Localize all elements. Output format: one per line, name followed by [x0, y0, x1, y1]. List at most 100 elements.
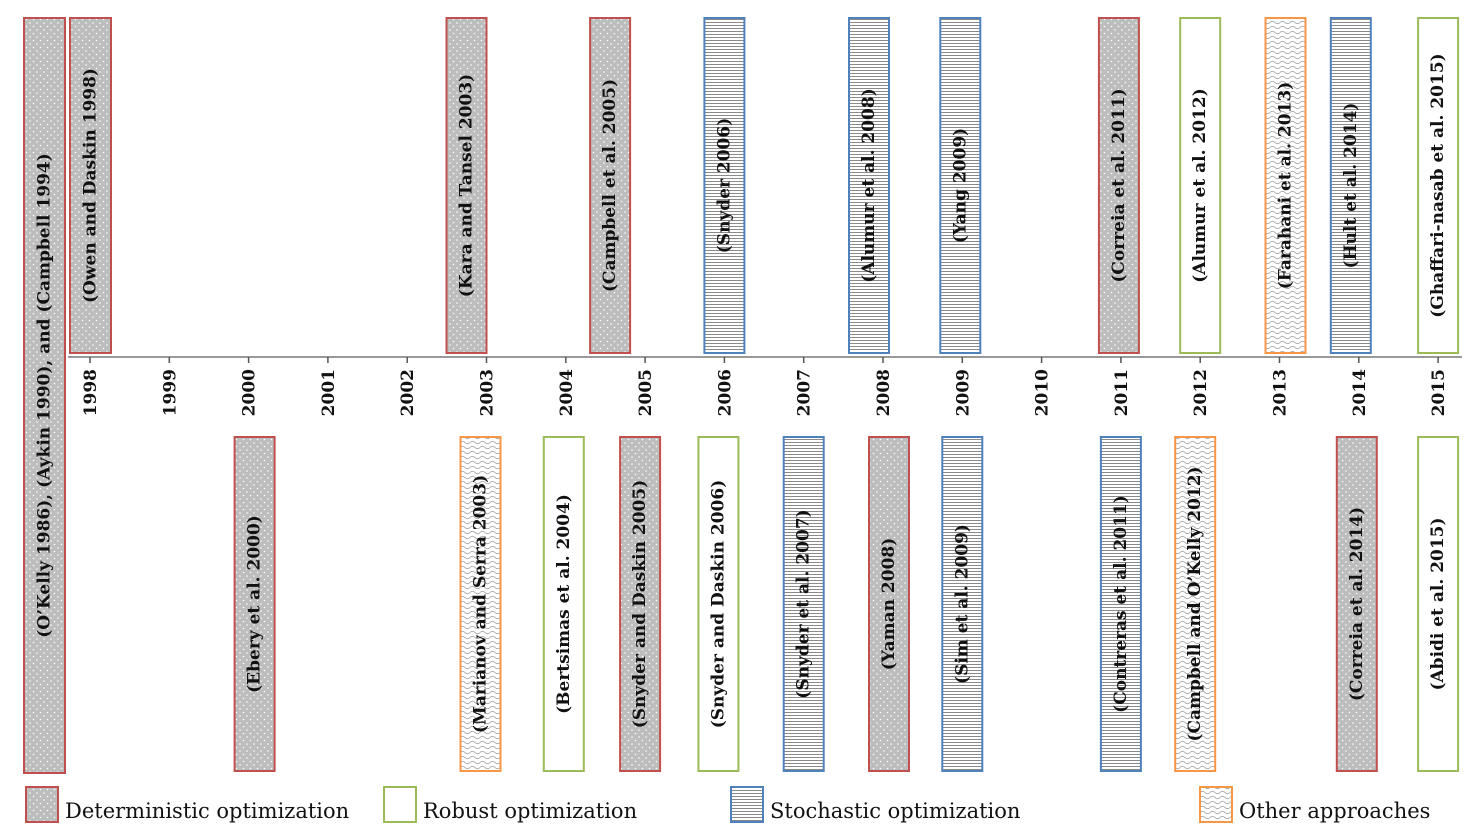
reference-box-snyder-2006: (Snyder 2006): [703, 17, 746, 354]
reference-label: (Contreras et al. 2011): [1111, 495, 1131, 713]
reference-label: (Alumur et al. 2008): [859, 88, 879, 283]
reference-label: (Campbell et al. 2005): [600, 79, 620, 292]
reference-box-rect: [1174, 436, 1217, 772]
reference-box-o-kelly-1986-aykin-1990-and-campbell-1994: (O’Kelly 1986), (Aykin 1990), and (Campb…: [23, 17, 66, 774]
reference-box-rect: [1417, 17, 1460, 354]
reference-label: (Abidi et al. 2015): [1428, 517, 1448, 690]
reference-box-contreras-et-al-2011: (Contreras et al. 2011): [1099, 436, 1142, 772]
year-ticks: 1998 1999 2000 2001 2002 2003 2004 2005 2006 2007…: [81, 357, 1449, 416]
legend-label: Other approaches: [1239, 799, 1430, 823]
legend-label: Stochastic optimization: [770, 799, 1020, 823]
reference-box-farahani-et-al-2013: (Farahani et al. 2013): [1264, 17, 1307, 354]
year-label-2008: 2008: [874, 369, 894, 416]
reference-box-ebery-et-al-2000: (Ebery et al. 2000): [233, 436, 276, 772]
reference-label: (Alumur et al. 2012): [1190, 88, 1210, 283]
year-label-2005: 2005: [636, 369, 656, 416]
legend-swatch: [1199, 786, 1233, 823]
year-label-2000: 2000: [240, 369, 260, 416]
reference-box-correia-et-al-2014: (Correia et al. 2014): [1335, 436, 1378, 772]
reference-box-yang-2009: (Yang 2009): [939, 17, 982, 354]
reference-box-rect: [1417, 436, 1460, 772]
reference-label: (Marianov and Serra 2003): [471, 475, 491, 733]
year-label-2007: 2007: [795, 369, 815, 416]
reference-box-rect: [69, 17, 112, 354]
reference-label: (Ghaffari-nasab et al. 2015): [1428, 53, 1448, 317]
reference-label: (Campbell and O’Kelly 2012): [1185, 466, 1205, 741]
year-label-2010: 2010: [1033, 369, 1053, 416]
legend-item-deterministic: Deterministic optimization: [25, 786, 349, 823]
year-label-2013: 2013: [1271, 369, 1291, 416]
reference-label: (Snyder and Daskin 2005): [630, 480, 650, 729]
reference-box-yaman-2008: (Yaman 2008): [868, 436, 910, 772]
year-label-1998: 1998: [81, 369, 101, 416]
year-label-1999: 1999: [160, 369, 180, 416]
reference-box-ghaffari-nasab-et-al-2015: (Ghaffari-nasab et al. 2015): [1417, 17, 1460, 354]
year-label-2003: 2003: [478, 369, 498, 416]
reference-box-rect: [589, 17, 632, 354]
reference-label: (Correia et al. 2014): [1347, 507, 1367, 701]
year-label-2015: 2015: [1429, 369, 1449, 416]
reference-label: (Bertsimas et al. 2004): [554, 494, 574, 714]
reference-box-correia-et-al-2011: (Correia et al. 2011): [1097, 17, 1140, 354]
reference-box-marianov-and-serra-2003: (Marianov and Serra 2003): [459, 436, 502, 772]
reference-label: (O’Kelly 1986), (Aykin 1990), and (Campb…: [35, 153, 55, 638]
reference-box-rect: [1329, 17, 1372, 354]
legend-label: Deterministic optimization: [65, 799, 349, 823]
legend-label: Robust optimization: [423, 799, 637, 823]
reference-box-kara-and-tansel-2003: (Kara and Tansel 2003): [445, 17, 488, 354]
reference-box-rect: [868, 436, 910, 772]
reference-label: (Kara and Tansel 2003): [457, 74, 477, 297]
reference-box-rect: [1097, 17, 1140, 354]
reference-label: (Snyder and Daskin 2006): [708, 480, 728, 729]
reference-label: (Snyder 2006): [714, 118, 734, 254]
year-label-2006: 2006: [715, 369, 735, 416]
reference-boxes: (O’Kelly 1986), (Aykin 1990), and (Campb…: [23, 17, 1460, 774]
reference-box-rect: [1179, 17, 1222, 354]
reference-box-rect: [939, 17, 982, 354]
reference-label: (Snyder et al. 2007): [794, 509, 814, 698]
year-label-2011: 2011: [1112, 369, 1132, 416]
reference-box-rect: [1099, 436, 1142, 772]
reference-box-rect: [619, 436, 662, 772]
reference-box-snyder-and-daskin-2005: (Snyder and Daskin 2005): [619, 436, 662, 772]
reference-box-rect: [697, 436, 740, 772]
reference-box-rect: [1335, 436, 1378, 772]
reference-box-bertsimas-et-al-2004: (Bertsimas et al. 2004): [542, 436, 585, 772]
legend-swatch: [383, 786, 417, 823]
legend-item-stochastic: Stochastic optimization: [730, 786, 1020, 823]
legend-item-other: Other approaches: [1199, 786, 1430, 823]
reference-label: (Sim et al. 2009): [952, 524, 972, 684]
reference-box-rect: [782, 436, 825, 772]
reference-label: (Correia et al. 2011): [1109, 88, 1129, 282]
year-label-2001: 2001: [319, 369, 339, 416]
reference-box-rect: [23, 17, 66, 774]
reference-box-rect: [542, 436, 585, 772]
reference-label: (Owen and Daskin 1998): [81, 68, 101, 303]
reference-box-rect: [703, 17, 746, 354]
year-label-2012: 2012: [1191, 369, 1211, 416]
reference-box-rect: [848, 17, 890, 354]
year-label-2009: 2009: [953, 369, 973, 416]
year-label-2004: 2004: [557, 369, 577, 416]
reference-box-alumur-et-al-2008: (Alumur et al. 2008): [848, 17, 890, 354]
reference-label: (Ebery et al. 2000): [245, 515, 265, 693]
reference-box-snyder-and-daskin-2006: (Snyder and Daskin 2006): [697, 436, 740, 772]
reference-box-rect: [941, 436, 984, 772]
year-label-2002: 2002: [398, 369, 418, 416]
reference-box-campbell-and-o-kelly-2012: (Campbell and O’Kelly 2012): [1174, 436, 1217, 772]
legend-swatch: [25, 786, 59, 823]
reference-label: (Yang 2009): [950, 128, 970, 243]
reference-label: (Farahani et al. 2013): [1276, 82, 1296, 290]
reference-label: (Hult et al. 2014): [1341, 103, 1361, 269]
reference-box-snyder-et-al-2007: (Snyder et al. 2007): [782, 436, 825, 772]
reference-box-alumur-et-al-2012: (Alumur et al. 2012): [1179, 17, 1222, 354]
reference-box-sim-et-al-2009: (Sim et al. 2009): [941, 436, 984, 772]
reference-box-rect: [459, 436, 502, 772]
reference-box-rect: [445, 17, 488, 354]
legend-item-robust: Robust optimization: [383, 786, 637, 823]
reference-box-rect: [1264, 17, 1307, 354]
reference-box-rect: [233, 436, 276, 772]
reference-box-owen-and-daskin-1998: (Owen and Daskin 1998): [69, 17, 112, 354]
reference-box-hult-et-al-2014: (Hult et al. 2014): [1329, 17, 1372, 354]
